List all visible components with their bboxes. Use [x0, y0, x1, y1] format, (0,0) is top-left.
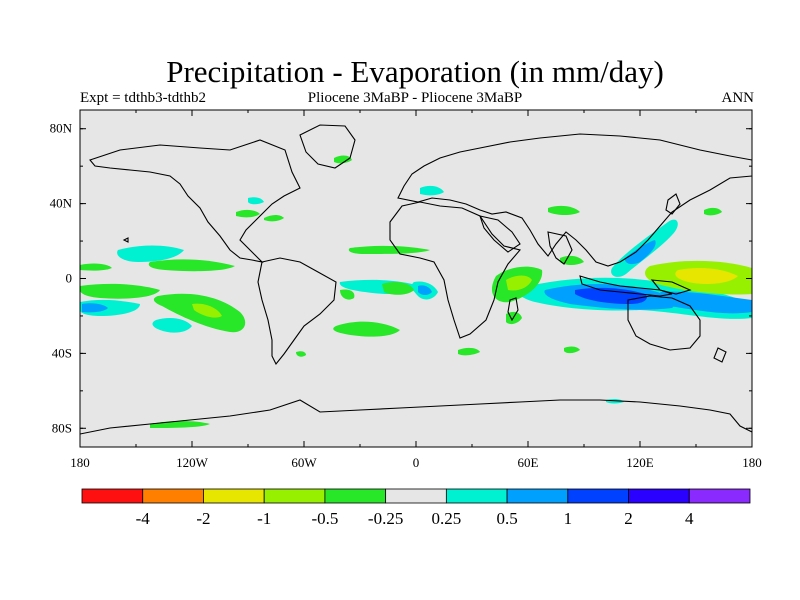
x-tick-label: 60W	[291, 455, 317, 470]
coastline-africa	[389, 201, 521, 339]
coastline-eurasia	[397, 133, 752, 267]
experiment-label: Expt = tdthb3-tdthb2	[80, 90, 206, 106]
contour-positive	[82, 303, 108, 313]
y-tick-label: 40N	[50, 196, 73, 211]
contour-negative	[382, 282, 414, 295]
contour-negative	[675, 268, 738, 284]
contour-negative	[192, 303, 222, 318]
colorbar-swatch	[688, 488, 751, 504]
coastline-antarctica	[80, 399, 752, 435]
contour-negative	[564, 346, 580, 354]
contour-negative	[458, 347, 480, 356]
x-tick-label: 120E	[626, 455, 654, 470]
colorbar-label: 2	[624, 509, 633, 528]
contour-negative	[334, 155, 352, 164]
colorbar: -4 -2 -1 -0.5 -0.25 0.25 0.5 1 2 4	[81, 488, 751, 528]
colorbar-swatch	[142, 488, 204, 504]
coastline-arabia	[479, 215, 521, 253]
contour-negative	[80, 263, 112, 271]
colorbar-swatch	[324, 488, 387, 504]
colorbar-swatch	[263, 488, 326, 504]
chart-title: Precipitation - Evaporation (in mm/day)	[166, 54, 664, 89]
contour-negative	[560, 255, 584, 265]
coastline-madagascar	[507, 297, 519, 322]
contour-negative	[340, 289, 355, 300]
y-tick-label: 0	[66, 271, 73, 286]
colorbar-swatch	[567, 488, 629, 504]
coastline-new-zealand	[713, 347, 727, 363]
colorbar-label: -2	[196, 509, 210, 528]
colorbar-swatch	[506, 488, 569, 504]
x-tick-label: 0	[413, 455, 420, 470]
y-tick-label: 40S	[52, 345, 72, 360]
x-tick-label: 120W	[176, 455, 209, 470]
colorbar-swatch	[445, 488, 508, 504]
contour-negative	[80, 283, 160, 299]
colorbar-label: 0.5	[496, 509, 517, 528]
contour-positive	[117, 245, 184, 262]
coastline-greenland	[299, 124, 356, 169]
colorbar-swatch	[81, 488, 144, 504]
contour-positive	[418, 285, 432, 295]
contour-negative	[333, 321, 400, 337]
coastline-australia	[627, 295, 701, 351]
map-background	[80, 110, 752, 447]
contour-negative	[348, 245, 430, 254]
season-label: ANN	[721, 90, 755, 106]
colorbar-swatch	[385, 488, 447, 504]
colorbar-swatch	[203, 488, 265, 504]
colorbar-label: 0.25	[431, 509, 461, 528]
contour-positive	[248, 197, 264, 205]
x-tick-label: 180	[742, 455, 762, 470]
contour-negative	[548, 205, 580, 215]
contour-positive	[420, 185, 444, 196]
coastlines	[80, 124, 752, 435]
contour-negative	[148, 259, 235, 272]
period-label: Pliocene 3MaBP - Pliocene 3MaBP	[307, 90, 523, 106]
colorbar-label: -0.5	[311, 509, 338, 528]
colorbar-label: -4	[136, 509, 151, 528]
coastline-north-america	[89, 139, 301, 263]
y-tick-label: 80N	[50, 121, 73, 136]
contour-negative	[296, 351, 306, 357]
colorbar-label: -0.25	[368, 509, 403, 528]
x-tick-label: 180	[70, 455, 90, 470]
contour-negative	[264, 215, 284, 222]
coastline-south-america	[257, 257, 337, 366]
map-axes: 180 120W 60W 0 60E 120E 180 80N 40N 0 40S 80S	[50, 110, 762, 470]
coastline-new-guinea	[650, 279, 692, 295]
contour-positive	[624, 240, 656, 265]
contour-negative	[236, 209, 260, 218]
coastline-india	[547, 231, 573, 265]
coastline-hawaii	[122, 237, 129, 243]
contour-positive	[152, 318, 192, 333]
x-tick-label: 60E	[518, 455, 539, 470]
y-tick-label: 80S	[52, 420, 72, 435]
colorbar-label: 4	[685, 509, 694, 528]
contour-negative	[704, 207, 722, 216]
contour-negative	[506, 275, 532, 291]
colorbar-swatch	[628, 488, 690, 504]
coastline-japan	[665, 193, 681, 215]
colorbar-label: 1	[564, 509, 573, 528]
contour-positive	[660, 291, 752, 314]
coastline-indonesia	[579, 275, 673, 297]
colorbar-label: -1	[257, 509, 271, 528]
